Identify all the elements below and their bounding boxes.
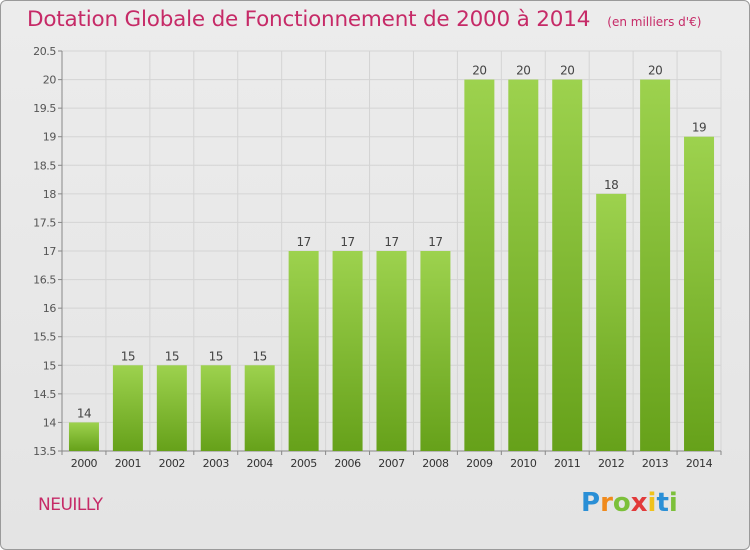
bar-2010 — [508, 79, 539, 452]
data-label: 14 — [77, 406, 91, 420]
data-label: 17 — [340, 235, 354, 249]
proxiti-logo: Proxiti — [581, 488, 678, 518]
bar-2004 — [244, 365, 275, 451]
x-tick-label: 2007 — [378, 457, 405, 470]
bar-2008 — [420, 251, 451, 451]
commune-name: NEUILLY — [38, 495, 103, 515]
x-tick-label: 2009 — [466, 457, 493, 470]
logo-letter: P — [581, 488, 601, 518]
logo-letter: r — [600, 488, 613, 518]
y-tick-label: 20 — [43, 74, 57, 87]
bar-2013 — [640, 79, 671, 452]
data-label: 20 — [472, 64, 486, 78]
x-tick-label: 2014 — [686, 457, 713, 470]
bar-2014 — [684, 136, 715, 451]
data-label: 15 — [121, 349, 135, 363]
data-label: 15 — [253, 349, 267, 363]
x-tick-label: 2008 — [422, 457, 449, 470]
data-label: 19 — [692, 121, 706, 135]
data-label: 20 — [648, 64, 662, 78]
bars — [68, 79, 715, 452]
logo-letter: o — [612, 488, 631, 518]
y-tick-label: 19.5 — [33, 102, 56, 115]
data-label: 20 — [560, 64, 574, 78]
y-tick-label: 16.5 — [33, 274, 56, 287]
data-labels: 14 15 15 15 15 17 17 17 17 20 20 20 18 20 19 — [77, 64, 707, 421]
y-tick-label: 14 — [43, 416, 57, 429]
data-label: 18 — [604, 178, 618, 192]
title-block: Dotation Globale de Fonctionnement de 20… — [27, 7, 701, 32]
y-tick-label: 17.5 — [33, 216, 56, 229]
bar-2011 — [552, 79, 583, 452]
data-label: 15 — [209, 349, 223, 363]
data-label: 17 — [384, 235, 398, 249]
x-tick-label: 2005 — [290, 457, 317, 470]
logo-letter: i — [647, 488, 657, 518]
x-tick-label: 2010 — [510, 457, 537, 470]
data-label: 17 — [428, 235, 442, 249]
y-tick-label: 16 — [43, 302, 57, 315]
data-label: 17 — [296, 235, 310, 249]
logo-letter: x — [630, 488, 648, 518]
x-tick-label: 2003 — [203, 457, 230, 470]
y-tick-label: 15 — [43, 359, 57, 372]
y-tick-labels: 13.5 14 14.5 15 15.5 16 16.5 17 17.5 18 18.5 19 19.5… — [33, 45, 57, 458]
y-tick-label: 17 — [43, 245, 57, 258]
logo-letter: i — [668, 488, 678, 518]
bar-2000 — [68, 422, 99, 451]
x-tick-labels: 2000 2001 2002 2003 2004 2005 2006 2007 2008 2009… — [71, 457, 713, 470]
x-tick-label: 2006 — [334, 457, 361, 470]
x-tick-label: 2001 — [115, 457, 141, 470]
y-tick-label: 18.5 — [33, 159, 56, 172]
y-tick-label: 19 — [43, 131, 57, 144]
x-tick-label: 2002 — [159, 457, 185, 470]
bar-2009 — [464, 79, 495, 452]
bar-2005 — [288, 251, 319, 451]
x-tick-label: 2013 — [642, 457, 669, 470]
y-tick-label: 13.5 — [33, 445, 56, 458]
x-tick-label: 2011 — [554, 457, 580, 470]
chart-subtitle: (en milliers d'€) — [607, 15, 702, 29]
bar-2002 — [156, 365, 187, 451]
y-tick-label: 20.5 — [33, 45, 56, 58]
bar-2001 — [112, 365, 143, 451]
logo-letter: t — [656, 488, 669, 518]
data-label: 15 — [165, 349, 179, 363]
y-tick-label: 18 — [43, 188, 57, 201]
bar-2007 — [376, 251, 407, 451]
bar-2003 — [200, 365, 231, 451]
chart-title: Dotation Globale de Fonctionnement de 20… — [27, 7, 591, 32]
x-tick-label: 2012 — [598, 457, 624, 470]
x-tick-label: 2000 — [71, 457, 98, 470]
data-label: 20 — [516, 64, 530, 78]
x-tick-label: 2004 — [246, 457, 273, 470]
y-tick-label: 14.5 — [33, 388, 56, 401]
bar-2012 — [596, 193, 627, 451]
y-tick-label: 15.5 — [33, 331, 56, 344]
bar-2006 — [332, 251, 363, 451]
